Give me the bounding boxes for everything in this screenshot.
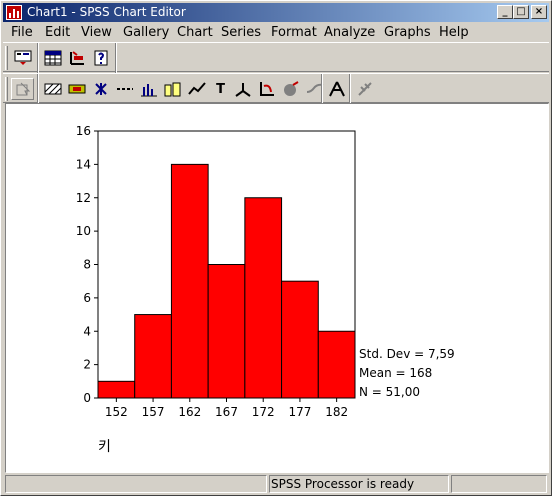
x-axis-label[interactable]: 키	[98, 439, 111, 455]
menu-edit[interactable]: Edit	[45, 25, 71, 40]
histogram-bar[interactable]	[281, 280, 319, 399]
menu-series[interactable]: Series	[221, 25, 261, 40]
status-pane-right	[451, 475, 547, 493]
bar-label-icon[interactable]	[161, 78, 184, 100]
bar-style-icon[interactable]	[137, 78, 160, 100]
y-tick-label[interactable]: 12	[76, 191, 91, 205]
y-tick-label[interactable]: 6	[83, 291, 91, 305]
title-bar[interactable]: Chart1 - SPSS Chart Editor _ □ ×	[3, 3, 549, 22]
rotate-icon[interactable]	[255, 78, 278, 100]
y-tick-label[interactable]: 4	[83, 324, 91, 338]
status-text: SPSS Processor is ready	[271, 477, 415, 491]
menu-chart[interactable]: Chart	[177, 25, 213, 40]
toolbar-separator	[37, 74, 39, 104]
histogram-bar[interactable]	[207, 264, 246, 399]
histogram-bar[interactable]	[170, 163, 209, 399]
status-pane-left	[5, 475, 267, 493]
goto-case-icon[interactable]	[65, 47, 88, 69]
menu-file[interactable]: File	[11, 25, 33, 40]
fill-pattern-icon[interactable]	[41, 78, 64, 100]
point-select-icon[interactable]	[11, 78, 34, 100]
histogram-bar[interactable]	[317, 330, 356, 399]
histogram-bar[interactable]	[244, 197, 283, 399]
marker-icon[interactable]	[89, 78, 112, 100]
status-pane-processor	[269, 475, 449, 493]
toolbar-separator	[37, 43, 39, 73]
menu-format[interactable]: Format	[271, 25, 317, 40]
chart-app-icon[interactable]	[6, 5, 22, 20]
x-tick-label[interactable]: 167	[215, 405, 238, 419]
x-tick-label[interactable]: 157	[142, 405, 165, 419]
menu-view[interactable]: View	[81, 25, 112, 40]
toolbar-standard	[3, 42, 549, 73]
dialog-recall-icon[interactable]	[11, 47, 34, 69]
toolbar-grip[interactable]	[5, 46, 8, 70]
line-style-icon[interactable]	[113, 78, 136, 100]
chart-canvas[interactable]: 0 2 4 6 8 10 12 14 16 152 157 162 167 172 177 182 Std. D…	[5, 103, 549, 473]
break-line-icon[interactable]	[353, 78, 376, 100]
toolbar-separator	[349, 74, 351, 104]
status-bar: SPSS Processor is ready	[3, 475, 549, 495]
menu-help[interactable]: Help	[439, 25, 469, 40]
interpolation-icon[interactable]	[185, 78, 208, 100]
3d-rotation-icon[interactable]	[279, 78, 302, 100]
toolbar-format: T	[3, 73, 549, 104]
menu-gallery[interactable]: Gallery	[123, 25, 170, 40]
maximize-button[interactable]: □	[513, 5, 529, 19]
menu-graphs[interactable]: Graphs	[384, 25, 431, 40]
y-tick-label[interactable]: 10	[76, 224, 91, 238]
histogram-chart[interactable]: 0 2 4 6 8 10 12 14 16 152 157 162 167 172 177 182 Std. D…	[6, 104, 548, 472]
x-tick-label[interactable]: 162	[178, 405, 201, 419]
x-tick-label[interactable]: 152	[105, 405, 128, 419]
stats-text[interactable]: N = 51,00	[359, 385, 420, 399]
y-tick-label[interactable]: 14	[76, 157, 91, 171]
y-tick-label[interactable]: 0	[83, 391, 91, 405]
y-tick-label[interactable]: 8	[83, 258, 91, 272]
y-tick-label[interactable]: 16	[76, 124, 91, 138]
toolbar-separator	[115, 43, 117, 73]
explode-slice-icon[interactable]	[325, 78, 348, 100]
stats-text[interactable]: Std. Dev = 7,59	[359, 347, 455, 361]
window-title: Chart1 - SPSS Chart Editor	[27, 5, 186, 19]
variables-info-icon[interactable]	[89, 47, 112, 69]
color-icon[interactable]	[65, 78, 88, 100]
toolbar-grip[interactable]	[5, 77, 8, 101]
menu-analyze[interactable]: Analyze	[324, 25, 376, 40]
axis-icon[interactable]	[231, 78, 254, 100]
histogram-bar[interactable]	[97, 380, 136, 399]
x-tick-label[interactable]: 177	[288, 405, 311, 419]
menu-bar: File Edit View Gallery Chart Series Form…	[3, 23, 549, 42]
x-tick-label[interactable]: 182	[325, 405, 348, 419]
text-icon[interactable]: T	[216, 81, 225, 97]
stats-text[interactable]: Mean = 168	[359, 366, 432, 380]
data-editor-icon[interactable]	[41, 47, 64, 69]
y-tick-label[interactable]: 2	[83, 358, 91, 372]
minimize-button[interactable]: _	[497, 5, 513, 19]
swap-axes-icon[interactable]	[303, 78, 326, 100]
x-tick-label[interactable]: 172	[252, 405, 275, 419]
histogram-bar[interactable]	[134, 314, 172, 399]
close-button[interactable]: ×	[531, 5, 547, 19]
toolbar-separator	[321, 74, 323, 104]
